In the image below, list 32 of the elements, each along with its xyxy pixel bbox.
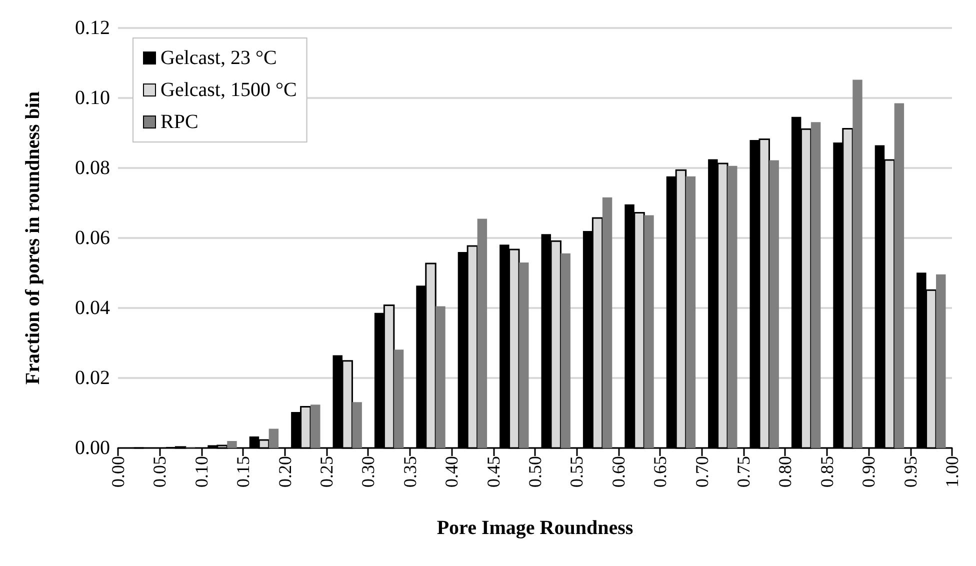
x-tick-label: 0.40 <box>442 456 462 488</box>
x-tick-label: 0.95 <box>900 456 920 488</box>
x-tick-label: 0.25 <box>316 456 336 488</box>
y-tick-label: 0.00 <box>75 437 110 459</box>
x-tick-label: 0.45 <box>483 456 504 488</box>
x-tick-label: 0.35 <box>400 456 420 488</box>
y-tick-label: 0.08 <box>75 157 110 179</box>
y-tick-label: 0.06 <box>75 227 110 249</box>
x-tick-label: 0.80 <box>775 456 796 488</box>
x-tick-label: 1.00 <box>942 456 962 488</box>
x-tick-label: 0.85 <box>816 456 837 488</box>
x-tick-label: 0.55 <box>566 456 587 488</box>
x-tick-label: 0.75 <box>734 456 754 488</box>
x-tick-label: 0.70 <box>692 456 712 488</box>
x-axis-title: Pore Image Roundness <box>436 517 634 539</box>
x-tick-label: 0.20 <box>274 456 295 488</box>
x-tick-label: 0.30 <box>358 456 378 488</box>
x-tick-label: 0.90 <box>858 456 879 488</box>
x-tick-label: 0.60 <box>608 456 628 488</box>
y-tick-label: 0.04 <box>75 297 110 319</box>
x-tick-label: 0.10 <box>191 456 212 488</box>
legend-label: Gelcast, 23 °C <box>160 47 277 69</box>
y-tick-label: 0.12 <box>75 17 110 39</box>
legend-label: Gelcast, 1500 °C <box>160 79 297 101</box>
y-tick-label: 0.02 <box>75 367 110 389</box>
x-tick-label: 0.15 <box>233 456 254 488</box>
y-axis-title: Fraction of pores in roundness bin <box>22 91 44 385</box>
legend-label: RPC <box>160 111 198 133</box>
y-tick-label: 0.10 <box>75 87 110 109</box>
x-tick-label: 0.50 <box>525 456 545 488</box>
x-tick-label: 0.65 <box>650 456 670 488</box>
x-tick-label: 0.05 <box>150 456 170 488</box>
